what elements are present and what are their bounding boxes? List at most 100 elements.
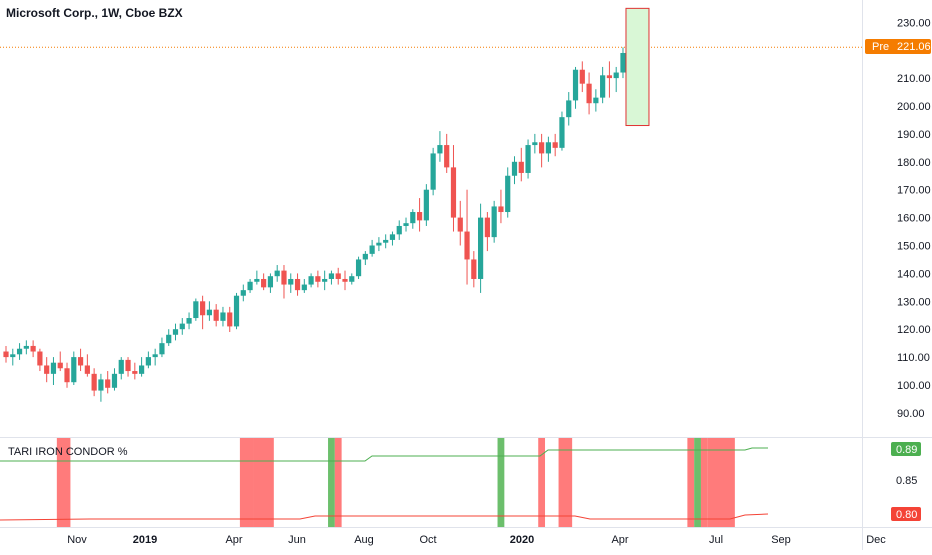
candle[interactable]: [247, 278, 253, 293]
candle[interactable]: [322, 270, 328, 291]
candle[interactable]: [484, 212, 490, 252]
candle[interactable]: [220, 306, 226, 327]
candle[interactable]: [383, 234, 389, 249]
candle[interactable]: [132, 362, 138, 380]
candle[interactable]: [125, 357, 131, 377]
candle[interactable]: [233, 292, 240, 330]
candle[interactable]: [464, 189, 470, 285]
candle[interactable]: [10, 348, 16, 366]
candle[interactable]: [376, 237, 382, 252]
candle[interactable]: [193, 298, 199, 321]
candle[interactable]: [84, 354, 90, 377]
candle[interactable]: [172, 323, 179, 341]
candle[interactable]: [64, 362, 70, 388]
candle[interactable]: [532, 133, 538, 154]
candle[interactable]: [105, 371, 111, 394]
candle[interactable]: [511, 156, 518, 185]
candle[interactable]: [16, 343, 23, 360]
candle[interactable]: [613, 66, 619, 93]
candle[interactable]: [186, 312, 192, 330]
candle[interactable]: [267, 273, 274, 293]
candle[interactable]: [586, 72, 592, 115]
candle[interactable]: [403, 217, 409, 232]
candle[interactable]: [505, 167, 511, 218]
candle[interactable]: [57, 351, 63, 372]
indicator-lines: [0, 447, 769, 521]
candle[interactable]: [606, 61, 613, 98]
candle[interactable]: [396, 220, 402, 240]
candle[interactable]: [416, 198, 423, 232]
candle[interactable]: [91, 368, 97, 397]
candle[interactable]: [552, 133, 558, 157]
candle[interactable]: [159, 337, 165, 358]
candle[interactable]: [240, 284, 246, 302]
candle-body: [322, 278, 328, 282]
candle[interactable]: [23, 340, 29, 355]
candle[interactable]: [145, 351, 151, 369]
candle[interactable]: [288, 273, 294, 293]
candle[interactable]: [430, 147, 436, 196]
candle[interactable]: [545, 136, 551, 162]
candle[interactable]: [200, 295, 206, 330]
candle[interactable]: [518, 147, 524, 182]
candle-body: [240, 290, 246, 296]
candle[interactable]: [71, 351, 77, 385]
candles[interactable]: [3, 47, 626, 402]
candle[interactable]: [349, 273, 355, 285]
candle[interactable]: [308, 273, 314, 288]
candle[interactable]: [44, 357, 50, 383]
candle-body: [145, 357, 151, 366]
candle[interactable]: [423, 184, 429, 226]
candle[interactable]: [227, 306, 233, 332]
candle[interactable]: [37, 348, 43, 372]
candle[interactable]: [539, 133, 545, 168]
candle[interactable]: [166, 329, 172, 346]
candle[interactable]: [294, 273, 301, 296]
candle[interactable]: [457, 200, 463, 246]
candle[interactable]: [471, 251, 477, 288]
candle[interactable]: [355, 256, 362, 279]
candle[interactable]: [3, 345, 9, 363]
candle[interactable]: [362, 251, 368, 266]
candle[interactable]: [301, 278, 307, 293]
candle[interactable]: [254, 270, 260, 285]
candle[interactable]: [139, 357, 145, 377]
candle[interactable]: [444, 133, 450, 173]
candle-body: [335, 273, 341, 279]
candle[interactable]: [559, 111, 565, 151]
candle[interactable]: [342, 270, 348, 291]
candle[interactable]: [98, 373, 104, 402]
candle[interactable]: [152, 348, 158, 366]
candle[interactable]: [600, 66, 606, 104]
candle[interactable]: [593, 89, 599, 112]
candle[interactable]: [620, 47, 626, 79]
candle[interactable]: [335, 267, 341, 285]
candle[interactable]: [328, 270, 335, 285]
candle[interactable]: [491, 200, 497, 243]
candle[interactable]: [369, 239, 375, 257]
candle[interactable]: [498, 189, 504, 224]
candle[interactable]: [111, 368, 118, 391]
candle[interactable]: [179, 318, 185, 335]
candle[interactable]: [450, 145, 457, 232]
candle[interactable]: [274, 265, 280, 282]
candle[interactable]: [410, 209, 416, 229]
candle[interactable]: [50, 357, 57, 385]
candle[interactable]: [566, 92, 572, 126]
candle[interactable]: [525, 139, 531, 179]
candle[interactable]: [389, 231, 396, 246]
candle[interactable]: [206, 301, 212, 321]
candle[interactable]: [315, 270, 321, 288]
candle[interactable]: [572, 66, 579, 109]
candle[interactable]: [579, 61, 585, 93]
candle[interactable]: [261, 273, 267, 291]
candle[interactable]: [478, 203, 484, 293]
candle[interactable]: [437, 131, 443, 162]
candle[interactable]: [281, 265, 287, 299]
candle[interactable]: [30, 340, 36, 358]
candle[interactable]: [77, 348, 84, 372]
candle[interactable]: [118, 357, 124, 380]
candle[interactable]: [213, 304, 219, 327]
